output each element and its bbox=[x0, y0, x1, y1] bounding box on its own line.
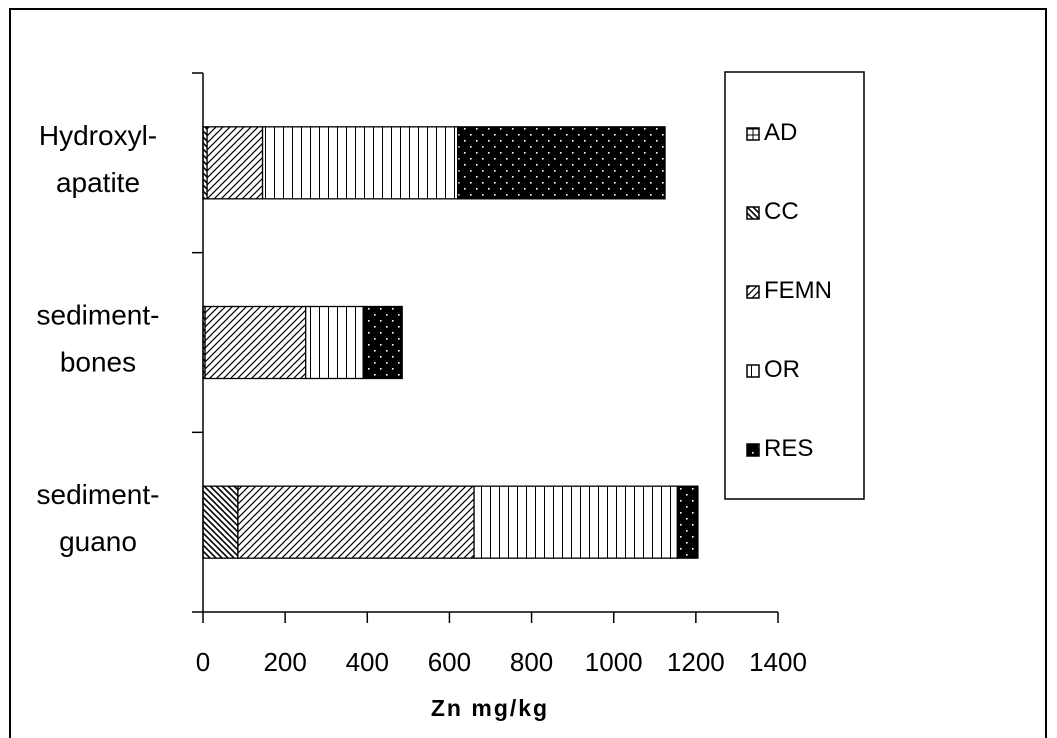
legend-swatch-or bbox=[746, 364, 760, 378]
bar-or-2 bbox=[473, 485, 679, 559]
x-tick-label: 600 bbox=[428, 647, 471, 677]
bar-femn-2 bbox=[237, 485, 475, 559]
x-tick-label: 1000 bbox=[585, 647, 643, 677]
legend-swatch-ad bbox=[746, 127, 760, 141]
bar-femn-0 bbox=[206, 126, 264, 200]
x-tick-label: 400 bbox=[346, 647, 389, 677]
bar-or-1 bbox=[305, 305, 364, 380]
category-label-2: sediment-guano bbox=[37, 479, 160, 557]
legend-swatch-res bbox=[746, 443, 760, 457]
x-tick-label: 200 bbox=[263, 647, 306, 677]
bar-res-2 bbox=[676, 485, 699, 559]
legend-swatch-femn bbox=[746, 285, 760, 299]
legend-label-ad: AD bbox=[764, 119, 797, 146]
bar-or-0 bbox=[261, 126, 459, 200]
legend-label-femn: FEMN bbox=[764, 277, 832, 304]
bar-cc-2 bbox=[202, 485, 239, 559]
legend-label-or: OR bbox=[764, 356, 800, 383]
legend-label-cc: CC bbox=[764, 198, 799, 225]
category-label-0: Hydroxyl-apatite bbox=[39, 120, 157, 198]
legend-label-res: RES bbox=[764, 435, 813, 462]
x-tick-label: 1400 bbox=[749, 647, 807, 677]
x-tick-label: 1200 bbox=[667, 647, 725, 677]
x-tick-label: 800 bbox=[510, 647, 553, 677]
bar-res-1 bbox=[362, 305, 403, 380]
x-tick-label: 0 bbox=[196, 647, 210, 677]
chart-frame bbox=[9, 8, 1047, 738]
x-axis-title: Zn mg/kg bbox=[431, 695, 549, 721]
bar-res-0 bbox=[456, 126, 666, 200]
bar-femn-1 bbox=[204, 305, 307, 380]
category-label-1: sediment-bones bbox=[37, 300, 160, 378]
legend-swatch-cc bbox=[746, 206, 760, 220]
